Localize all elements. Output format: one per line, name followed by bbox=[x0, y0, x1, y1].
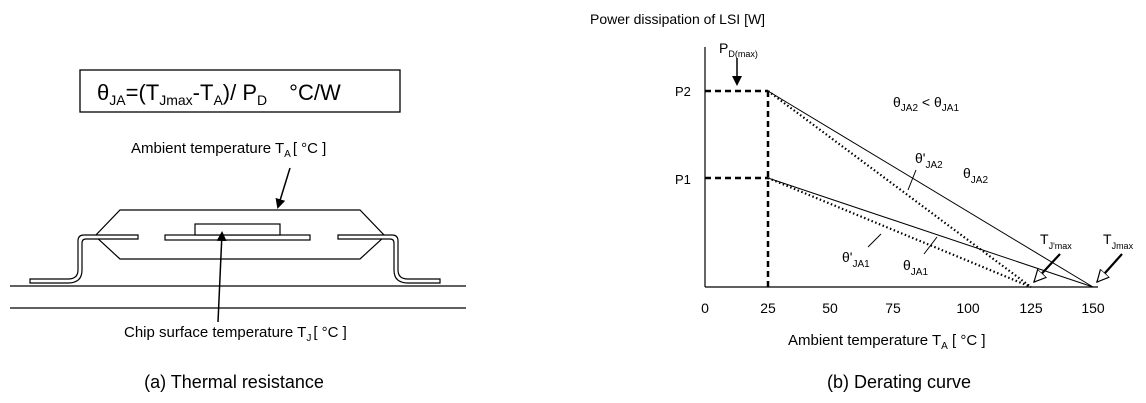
x-axis-label: Ambient temperature TA [ °C ] bbox=[788, 332, 985, 352]
theta-prime-ja2-label: θ'JA2 bbox=[915, 150, 943, 171]
die-pad bbox=[164, 234, 311, 241]
x-tick-label: 125 bbox=[1019, 300, 1043, 316]
theta-prime-ja1-label: θ'JA1 bbox=[842, 249, 870, 270]
y-axis-title: Power dissipation of LSI [W] bbox=[590, 11, 765, 27]
theta-prime-ja2-line bbox=[767, 90, 1032, 288]
x-tick-label: 100 bbox=[956, 300, 980, 316]
formula: θJA=(TJmax-TA)/ PD °C/W bbox=[97, 80, 341, 108]
caption-thermal-resistance: (a) Thermal resistance bbox=[144, 372, 324, 392]
inequality-label: θJA2 < θJA1 bbox=[893, 94, 959, 114]
formula-box bbox=[79, 69, 401, 113]
x-tick-label: 25 bbox=[760, 300, 776, 316]
tj-prime-max-label: TJ'max bbox=[1040, 231, 1072, 251]
chip-surface-arrow bbox=[216, 231, 227, 323]
tj-max-arrow bbox=[1097, 253, 1123, 282]
theta-ja1-leader bbox=[923, 236, 938, 255]
ambient-temperature-label: Ambient temperature TA[ °C ] bbox=[131, 140, 326, 160]
theta-ja1-label: θJA1 bbox=[903, 257, 928, 278]
p1-label: P1 bbox=[675, 172, 691, 187]
pd-max-label: PD(max) bbox=[719, 40, 758, 59]
theta-prime-ja2-leader bbox=[907, 169, 917, 191]
x-tick-label: 50 bbox=[822, 300, 838, 316]
p2-label: P2 bbox=[675, 84, 691, 99]
caption-derating-curve: (b) Derating curve bbox=[827, 372, 971, 392]
chip bbox=[194, 223, 281, 236]
x-tick-label: 75 bbox=[885, 300, 901, 316]
theta-ja2-line bbox=[767, 90, 1094, 288]
theta-ja2-label: θJA2 bbox=[963, 165, 988, 186]
chip-surface-temperature-label: Chip surface temperature TJ[ °C ] bbox=[124, 324, 347, 344]
x-tick-labels: 0 25 50 75 100 125 150 bbox=[701, 300, 1105, 316]
tj-prime-max-arrow bbox=[1034, 253, 1061, 282]
tj-max-label: TJmax bbox=[1103, 231, 1134, 251]
theta-prime-ja1-line bbox=[767, 176, 1032, 289]
ambient-arrow bbox=[275, 167, 291, 209]
x-tick-label: 0 bbox=[701, 300, 709, 316]
left-lead bbox=[29, 234, 139, 284]
theta-prime-ja1-leader bbox=[867, 233, 882, 248]
x-tick-label: 150 bbox=[1081, 300, 1105, 316]
right-lead bbox=[337, 234, 441, 284]
panel-a-thermal-resistance: θJA=(TJmax-TA)/ PD °C/W Ambient temperatu… bbox=[10, 69, 466, 392]
panel-b-derating-curve: Power dissipation of LSI [W] PD(max) P2 … bbox=[590, 11, 1134, 392]
